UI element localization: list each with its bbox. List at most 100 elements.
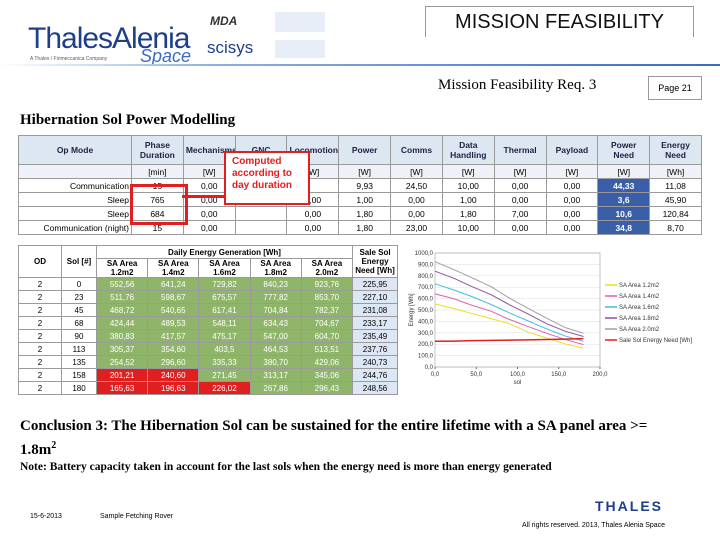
row: 2 135 254,52 296,60 335,33 380,70 429,06 240,73 — [18, 355, 398, 369]
cell: Sleep — [18, 206, 132, 221]
cell: 44,33 — [597, 178, 651, 193]
cell: 380,70 — [249, 355, 302, 369]
cell: 45,90 — [649, 192, 702, 207]
cell: 296,43 — [300, 381, 354, 395]
cell: 417,57 — [147, 329, 200, 343]
cell: 923,76 — [300, 277, 354, 291]
cell: 240,60 — [147, 368, 200, 382]
area-header: SA Area 1.6m2 — [198, 258, 251, 278]
cell: 196,63 — [147, 381, 200, 395]
cell: 782,37 — [300, 303, 354, 317]
cell: 641,24 — [147, 277, 200, 291]
cell: 235,49 — [352, 329, 398, 343]
unit: [Wh] — [649, 164, 702, 179]
series-line — [434, 303, 584, 349]
unit: [W] — [338, 164, 392, 179]
cell: Communication (night) — [18, 220, 132, 235]
area-header: SA Area 1.4m2 — [147, 258, 200, 278]
cell: 10,00 — [441, 178, 495, 193]
cell: 0,00 — [493, 220, 547, 235]
row: 2 90 380,83 417,57 475,17 547,00 604,70 235,49 — [18, 329, 398, 343]
cell: 380,83 — [95, 329, 149, 343]
footer-rights: All rights reserved. 2013, Thales Alenia… — [522, 522, 666, 529]
group-header: Daily Energy Generation [Wh] — [96, 245, 353, 259]
column-header: Sale Sol Energy Need [Wh] — [352, 245, 398, 278]
cell: 704,84 — [249, 303, 302, 317]
partner-logo: MDA — [210, 14, 238, 28]
cell: 0,00 — [286, 220, 340, 235]
cell: 403,5 — [198, 342, 251, 356]
header-rule — [0, 64, 720, 66]
cell: 1,00 — [441, 192, 495, 207]
cell: 604,70 — [300, 329, 354, 343]
legend-label: Sale Sol Energy Need [Wh] — [619, 338, 692, 344]
cell: 45 — [61, 303, 97, 317]
cell: 0,00 — [182, 206, 236, 221]
x-tick-label: 100,0 — [510, 372, 526, 378]
cell: 23 — [61, 290, 97, 304]
column-header: Locomotion — [286, 135, 340, 165]
series-line — [434, 283, 584, 342]
cell: 10,6 — [597, 206, 651, 221]
note: Note: Battery capacity taken in account … — [20, 461, 552, 473]
area-header: SA Area 1.8m2 — [249, 258, 302, 278]
cell: 10,00 — [441, 220, 495, 235]
cell: 0,00 — [545, 178, 599, 193]
cell: 90 — [61, 329, 97, 343]
cell — [18, 164, 132, 179]
cell: 8,70 — [649, 220, 702, 235]
cell — [234, 220, 288, 235]
callout: Computed according to day duration — [224, 151, 310, 205]
x-tick-label: 150,0 — [551, 372, 567, 378]
power-table: Op Mode Phase Duration Mechanisms GNC Locomo… — [18, 135, 702, 235]
header-row: OD Sol [#] Daily Energy Generation [Wh] Sal… — [18, 245, 398, 278]
cell: 840,23 — [249, 277, 302, 291]
logo-box — [275, 40, 325, 58]
y-tick-label: 600,0 — [418, 297, 434, 303]
cell: 240,73 — [352, 355, 398, 369]
cell: 0,00 — [545, 220, 599, 235]
cell: 2 — [18, 290, 62, 304]
row: 2 45 468,72 540,65 617,41 704,84 782,37 231,08 — [18, 303, 398, 317]
cell: 305,37 — [95, 342, 149, 356]
legend-label: SA Area 1.6m2 — [619, 305, 660, 311]
column-header: Payload — [545, 135, 599, 165]
row: Communication 15 0,00 9,93 24,50 10,00 0,00 0,0… — [18, 178, 702, 193]
series-line — [434, 293, 584, 346]
cell: 254,52 — [95, 355, 149, 369]
column-header: Comms — [390, 135, 443, 165]
cell: 2 — [18, 277, 62, 291]
cell: 231,08 — [352, 303, 398, 317]
logo-box — [275, 12, 325, 32]
cell: 24,50 — [390, 178, 443, 193]
x-tick-label: 50,0 — [470, 372, 482, 378]
cell: 0,00 — [390, 192, 443, 207]
cell: 226,02 — [198, 381, 251, 395]
cell: 0,00 — [545, 192, 599, 207]
y-tick-label: 200,0 — [418, 342, 434, 348]
unit: [W] — [545, 164, 599, 179]
cell: 113 — [61, 342, 97, 356]
cell: 201,21 — [95, 368, 149, 382]
cell: 2 — [18, 303, 62, 317]
cell: 513,51 — [300, 342, 354, 356]
y-tick-label: 800,0 — [418, 274, 434, 280]
cell: 135 — [61, 355, 97, 369]
cell: 429,06 — [300, 355, 354, 369]
cell: 68 — [61, 316, 97, 330]
legend-label: SA Area 1.8m2 — [619, 316, 660, 322]
cell: 271,45 — [198, 368, 251, 382]
cell: 511,76 — [95, 290, 149, 304]
cell: 729,82 — [198, 277, 251, 291]
area-header: SA Area 1.2m2 — [95, 258, 149, 278]
cell: Communication — [18, 178, 132, 193]
column-header: OD — [18, 245, 62, 278]
callout-connector — [182, 195, 224, 198]
cell: 227,10 — [352, 290, 398, 304]
footer-brand: THALES — [595, 498, 663, 514]
cell: 225,95 — [352, 277, 398, 291]
cell: 548,11 — [198, 316, 251, 330]
legend-label: SA Area 2.0m2 — [619, 327, 660, 333]
cell: 7,00 — [493, 206, 547, 221]
